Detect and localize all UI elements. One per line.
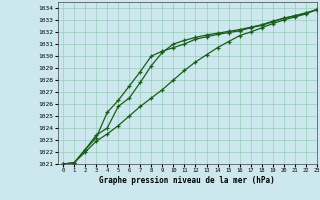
X-axis label: Graphe pression niveau de la mer (hPa): Graphe pression niveau de la mer (hPa) <box>99 176 275 185</box>
